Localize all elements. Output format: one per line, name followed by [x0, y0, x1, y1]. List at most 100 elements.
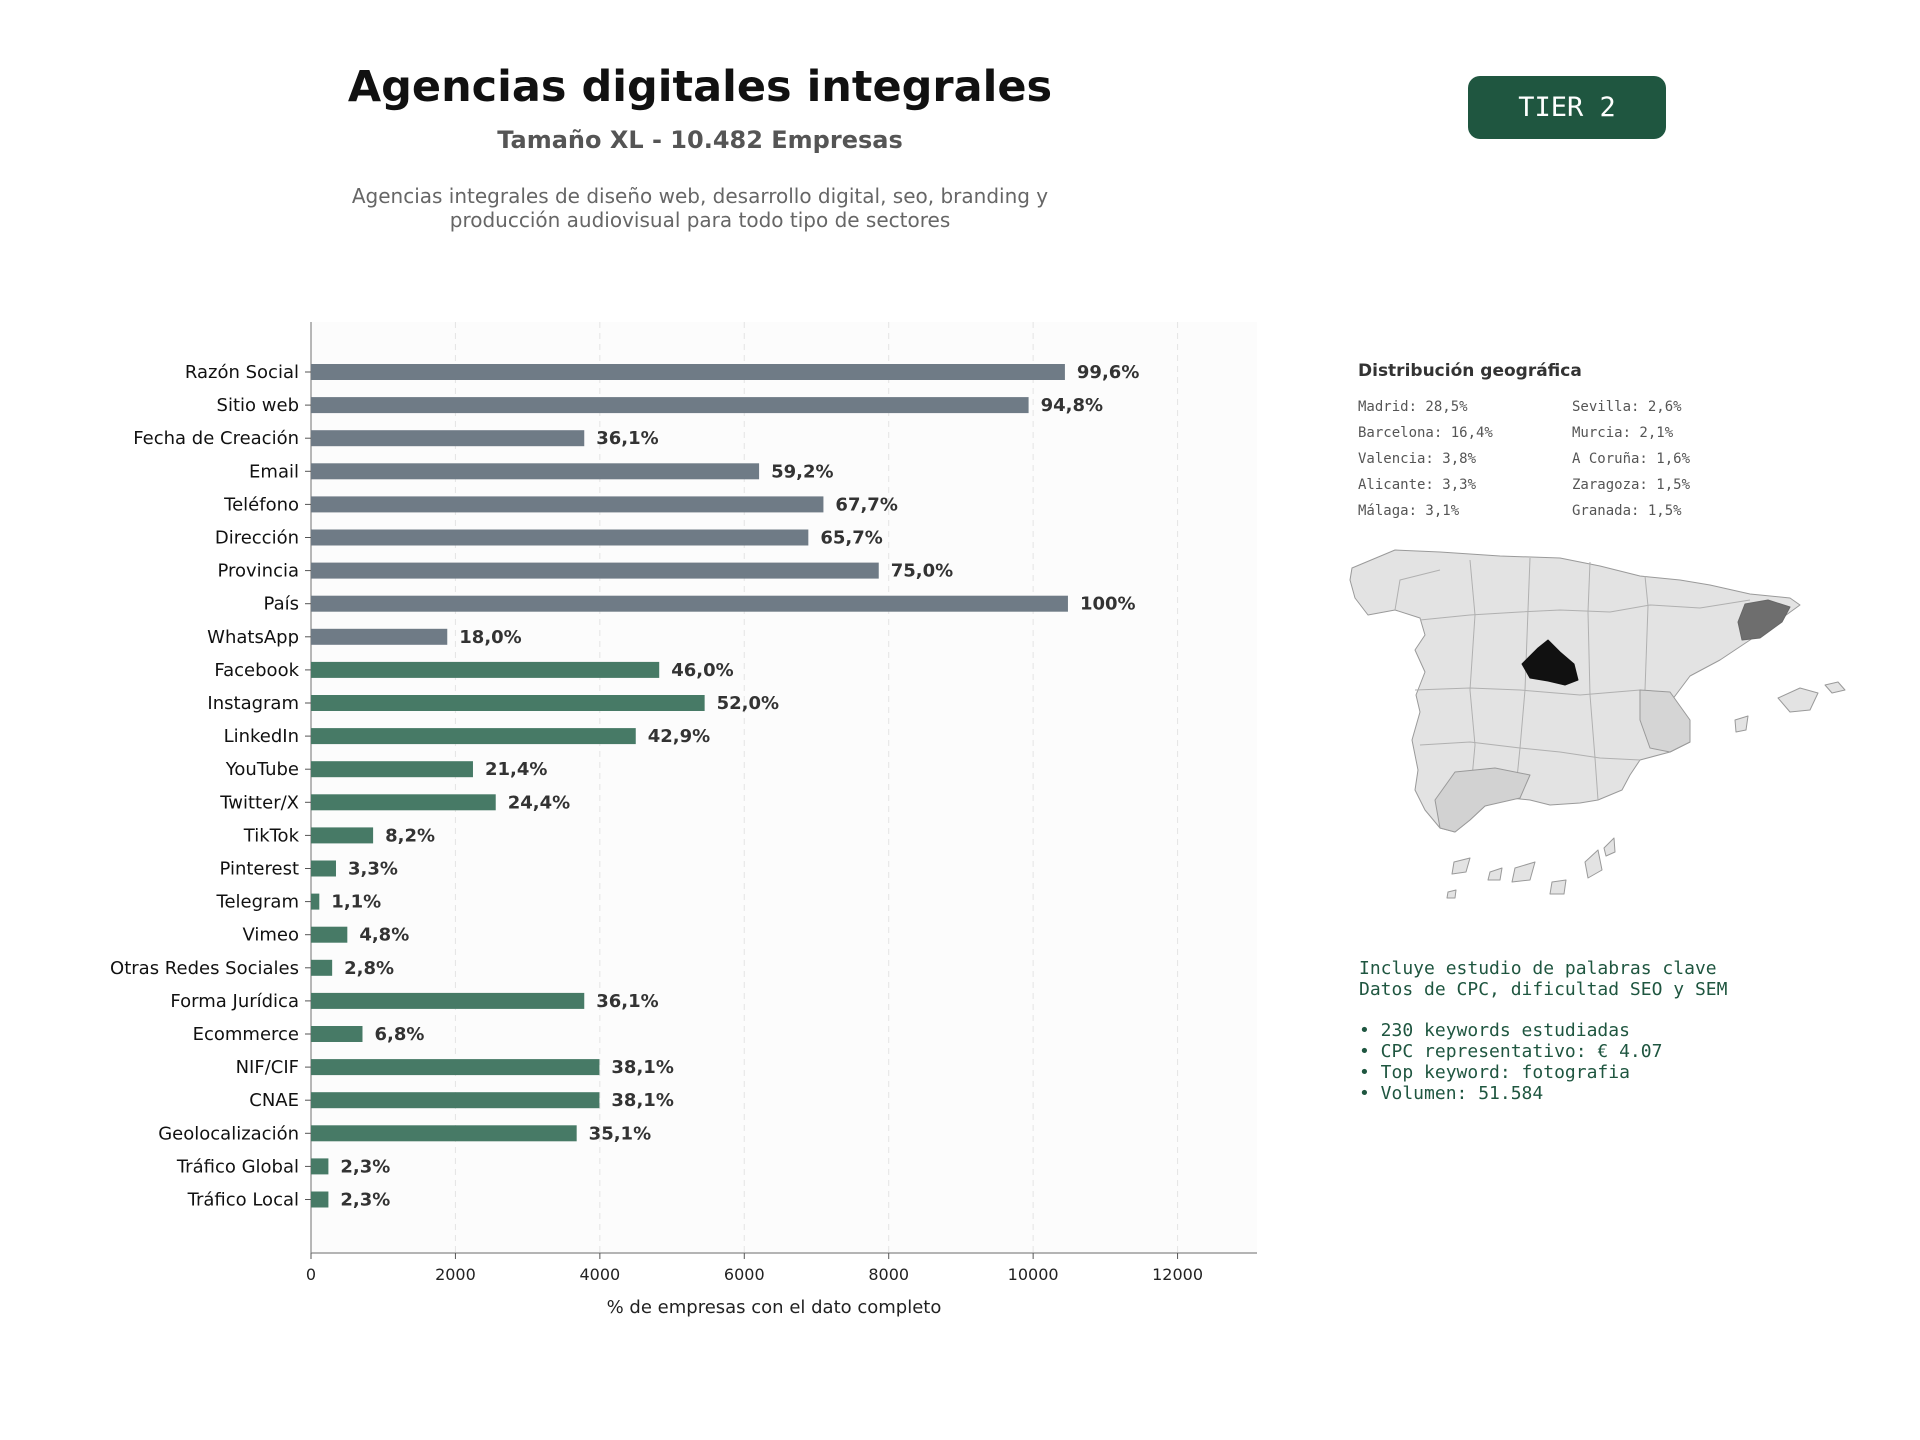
map-island [1446, 889, 1457, 899]
bar [311, 1092, 600, 1109]
bar [311, 1125, 577, 1142]
x-tick-label: 8000 [868, 1265, 909, 1284]
geo-item: Madrid: 28,5% [1358, 399, 1468, 415]
category-label: Sitio web [217, 395, 299, 416]
data-label: 46,0% [671, 660, 733, 681]
category-label: NIF/CIF [236, 1057, 299, 1078]
bar [311, 562, 879, 579]
x-tick-label: 12000 [1152, 1265, 1203, 1284]
category-label: Pinterest [219, 859, 299, 880]
info-line: Incluye estudio de palabras clave [1359, 958, 1717, 979]
category-label: Geolocalización [158, 1123, 299, 1144]
bar [311, 661, 660, 678]
category-label: WhatsApp [207, 627, 299, 648]
data-label: 6,8% [374, 1024, 424, 1045]
bar [311, 959, 333, 976]
category-label: Ecommerce [193, 1024, 299, 1045]
info-bullet: • 230 keywords estudiadas [1359, 1020, 1630, 1041]
data-label: 2,8% [344, 958, 394, 979]
data-label: 59,2% [771, 461, 833, 482]
category-label: Dirección [215, 528, 299, 549]
category-label: Fecha de Creación [133, 428, 299, 449]
data-label: 8,2% [385, 825, 435, 846]
category-label: País [264, 594, 299, 615]
category-label: Otras Redes Sociales [110, 958, 299, 979]
bar [311, 1191, 329, 1208]
data-label: 36,1% [596, 991, 658, 1012]
bar [311, 1059, 600, 1076]
category-label: Facebook [214, 660, 299, 681]
geo-item: Granada: 1,5% [1572, 503, 1682, 519]
bar [311, 827, 374, 844]
data-label: 42,9% [648, 726, 710, 747]
map-region-barcelona [1737, 599, 1791, 641]
data-label: 35,1% [589, 1123, 651, 1144]
category-label: Teléfono [223, 494, 299, 515]
category-label: Razón Social [185, 362, 299, 383]
description-line: producción audiovisual para todo tipo de… [449, 208, 951, 232]
bar [311, 628, 448, 645]
info-bullet: • CPC representativo: € 4.07 [1359, 1041, 1663, 1062]
x-tick-label: 4000 [579, 1265, 620, 1284]
bar [311, 761, 473, 778]
bar [311, 430, 585, 447]
data-label: 75,0% [891, 561, 953, 582]
category-label: Tráfico Global [176, 1156, 299, 1177]
geo-item: Zaragoza: 1,5% [1572, 477, 1691, 493]
bar [311, 529, 809, 546]
bar [311, 794, 496, 811]
bar [311, 364, 1065, 380]
data-label: 2,3% [340, 1190, 390, 1211]
map-island [1584, 849, 1603, 879]
data-label: 52,0% [717, 693, 779, 714]
data-label: 24,4% [508, 792, 570, 813]
data-label: 21,4% [485, 759, 547, 780]
x-axis-label: % de empresas con el dato completo [607, 1297, 942, 1318]
data-label: 94,8% [1041, 395, 1103, 416]
map-peninsula [1349, 549, 1801, 833]
bar [311, 496, 824, 513]
data-label: 100% [1080, 594, 1136, 615]
description: Agencias integrales de diseño web, desar… [300, 184, 1100, 232]
bar-chart: 0 2000 4000 6000 8000 10000 12000 % de empresas… [110, 322, 1257, 1318]
info-line: Datos de CPC, dificultad SEO y SEM [1359, 979, 1728, 1000]
map-region-madrid [1521, 639, 1579, 686]
data-label: 99,6% [1077, 362, 1139, 383]
geo-title: Distribución geográfica [1358, 361, 1582, 381]
data-label: 4,8% [359, 925, 409, 946]
geo-item: Sevilla: 2,6% [1572, 399, 1682, 415]
spain-map [1349, 549, 1846, 899]
category-label: Provincia [217, 561, 299, 582]
category-label: Telegram [216, 892, 299, 913]
data-label: 38,1% [611, 1057, 673, 1078]
geo-item: Málaga: 3,1% [1358, 503, 1460, 519]
category-label: LinkedIn [224, 726, 299, 747]
description-line: Agencias integrales de diseño web, desar… [351, 184, 1049, 208]
category-label: Vimeo [242, 925, 299, 946]
bar [311, 1026, 363, 1042]
geo-item: Valencia: 3,8% [1358, 451, 1477, 467]
data-label: 1,1% [331, 892, 381, 913]
map-island [1603, 837, 1616, 857]
map-island [1734, 715, 1749, 733]
x-tick-label: 0 [306, 1265, 316, 1284]
category-label: YouTube [225, 759, 299, 780]
page-subtitle: Tamaño XL - 10.482 Empresas [497, 126, 903, 154]
bar [311, 992, 585, 1009]
bar [311, 860, 336, 877]
data-label: 3,3% [348, 859, 398, 880]
map-island [1511, 861, 1536, 883]
data-label: 2,3% [340, 1156, 390, 1177]
category-label: Instagram [207, 693, 299, 714]
map-island [1451, 857, 1471, 875]
bar [311, 695, 705, 711]
geo-item: Alicante: 3,3% [1358, 477, 1477, 493]
geo-item: A Coruña: 1,6% [1572, 451, 1691, 467]
data-label: 38,1% [611, 1090, 673, 1111]
category-label: CNAE [249, 1090, 299, 1111]
bar [311, 926, 348, 943]
bar [311, 397, 1029, 414]
map-island [1824, 681, 1846, 694]
geo-list: Madrid: 28,5% Sevilla: 2,6% Barcelona: 1… [1358, 398, 1798, 521]
bar [311, 728, 636, 745]
